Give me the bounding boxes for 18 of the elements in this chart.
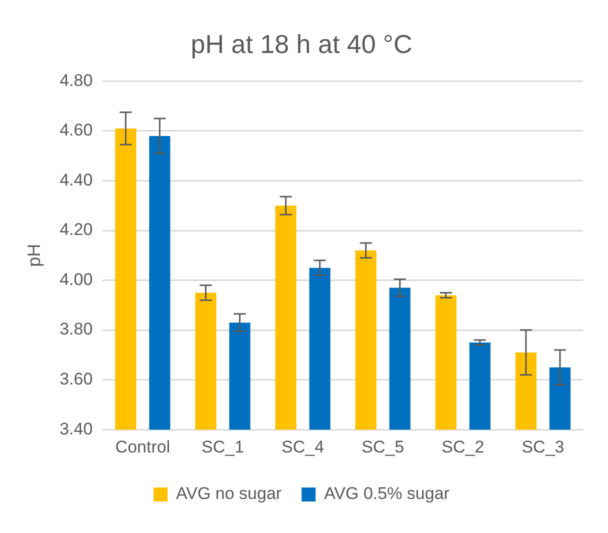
y-tick-label: 4.40 xyxy=(60,170,93,190)
legend-label: AVG no sugar xyxy=(176,484,282,504)
chart-title: pH at 18 h at 40 °C xyxy=(190,28,412,59)
x-tick-label: SC_1 xyxy=(202,437,244,456)
x-tick-label: Control xyxy=(115,437,170,456)
y-tick-label: 4.20 xyxy=(60,220,93,240)
x-tick-label: SC_3 xyxy=(522,437,564,456)
y-tick-label: 3.40 xyxy=(60,419,93,438)
y-tick-label: 4.60 xyxy=(60,120,93,140)
x-tick-label: SC_5 xyxy=(362,437,404,456)
y-tick-label: 3.80 xyxy=(60,320,93,339)
y-axis-title: pH xyxy=(24,244,44,267)
x-tick-label: SC_2 xyxy=(442,437,484,456)
y-tick-label: 4.00 xyxy=(60,270,93,289)
y-tick-label: 3.60 xyxy=(60,370,93,389)
y-tick-label: 4.80 xyxy=(60,70,93,90)
legend-label: AVG 0.5% sugar xyxy=(324,484,450,504)
x-tick-label: SC_4 xyxy=(282,437,324,456)
